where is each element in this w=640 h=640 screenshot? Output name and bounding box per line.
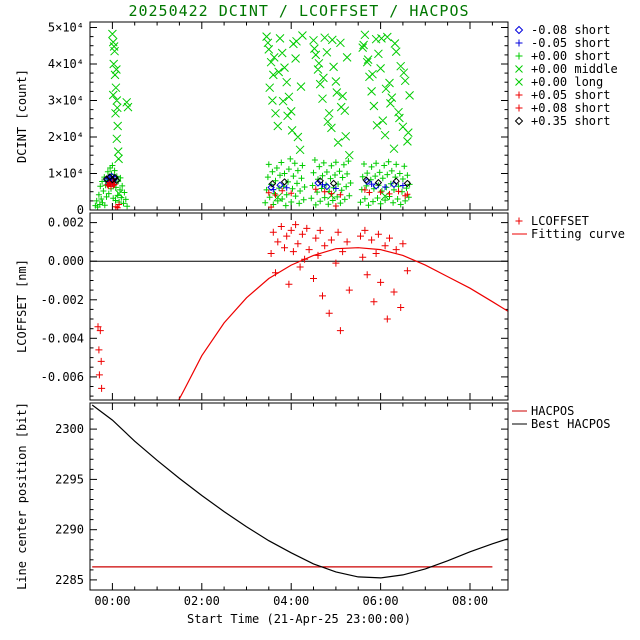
y-tick-label: 3×10⁴ xyxy=(48,94,84,108)
y-tick-label: 5×10⁴ xyxy=(48,21,84,35)
curve-best-hacpos xyxy=(91,404,508,579)
y-tick-label: 0.000 xyxy=(48,254,84,268)
series-minus008-short xyxy=(103,172,398,192)
legend-plus-symbol xyxy=(515,39,523,47)
series-plus008-short xyxy=(105,180,409,199)
legend-label: +0.08 short xyxy=(531,101,610,115)
series-lcoffset xyxy=(94,221,411,392)
legend-label: +0.05 short xyxy=(531,88,610,102)
y-tick-label: 2295 xyxy=(55,472,84,486)
y-tick-label: 2300 xyxy=(55,422,84,436)
legend-diamond-symbol xyxy=(514,25,524,35)
y-tick-label: -0.002 xyxy=(41,293,84,307)
y-tick-label: 0 xyxy=(77,203,84,217)
panel-dcint: 0 1×10⁴ 2×10⁴ 3×10⁴ 4×10⁴ 5×10⁴ -0.08 short-0.… xyxy=(48,21,618,218)
legend-cross-symbol xyxy=(515,78,523,86)
y-tick-label: 2285 xyxy=(55,573,84,587)
y-tick-label: -0.006 xyxy=(41,370,84,384)
x-tick-label: 00:00 xyxy=(94,594,130,608)
y-axis-label-lcoffset: LCOFFSET [nm] xyxy=(15,259,29,353)
y-axis-label-hacpos: Line center position [bit] xyxy=(15,402,29,590)
panel-frame xyxy=(89,21,509,211)
y-tick-label: 2×10⁴ xyxy=(48,130,84,144)
series-plus035-short xyxy=(102,173,412,188)
x-tick-label: 06:00 xyxy=(363,594,399,608)
y-tick-label: 0.002 xyxy=(48,216,84,230)
panel-lcoffset: 0.002 0.000 -0.002 -0.004 -0.006 LCOFFSETFitt… xyxy=(41,212,625,401)
y-axis-label-dcint: DCINT [count] xyxy=(15,69,29,163)
legend-label: Best HACPOS xyxy=(531,417,610,431)
x-tick-label: 08:00 xyxy=(452,594,488,608)
series-plus000-middle xyxy=(108,29,414,202)
legend-plus-symbol xyxy=(515,91,523,99)
legend-cross-symbol xyxy=(515,65,523,73)
series-plus005-short xyxy=(104,178,411,210)
legend-label: Fitting curve xyxy=(531,227,625,241)
legend-plus-symbol xyxy=(515,217,523,225)
series-minus005-short xyxy=(104,176,406,193)
series-plus000-long xyxy=(108,34,413,164)
x-tick-label: 04:00 xyxy=(273,594,309,608)
panel-frame xyxy=(89,402,509,591)
series-plus000-short xyxy=(92,155,413,210)
legend-label: -0.05 short xyxy=(531,36,610,50)
x-tick-label: 02:00 xyxy=(184,594,220,608)
y-tick-label: 4×10⁴ xyxy=(48,57,84,71)
legend-diamond-symbol xyxy=(514,116,524,126)
y-tick-label: -0.004 xyxy=(41,331,84,345)
legend-label: LCOFFSET xyxy=(531,214,589,228)
legend-plus-symbol xyxy=(515,52,523,60)
legend-label: +0.00 short xyxy=(531,49,610,63)
y-tick-label: 2290 xyxy=(55,523,84,537)
legend-label: +0.00 long xyxy=(531,75,603,89)
legend-plus-symbol xyxy=(515,104,523,112)
panel-frame xyxy=(89,212,509,401)
y-tick-label: 1×10⁴ xyxy=(48,167,84,181)
curve-fitting-curve xyxy=(178,247,508,400)
legend-label: +0.00 middle xyxy=(531,62,618,76)
legend-label: HACPOS xyxy=(531,404,574,418)
panel-hacpos: 00:00 02:00 04:00 06:00 08:00 2285 2290 2295 230… xyxy=(55,402,610,608)
legend-label: +0.35 short xyxy=(531,114,610,128)
legend-label: -0.08 short xyxy=(531,23,610,37)
